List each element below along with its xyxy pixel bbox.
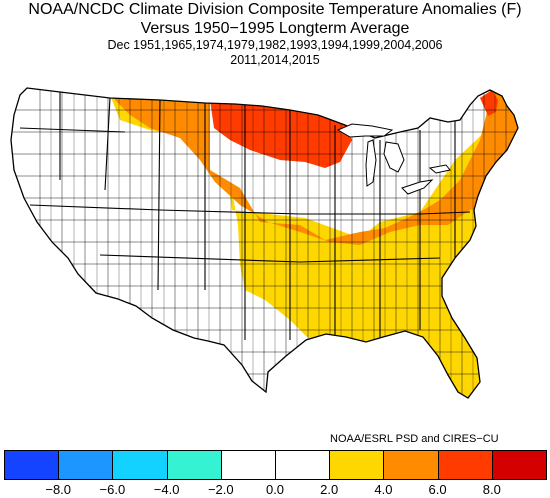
great-lakes (336, 123, 451, 195)
legend-swatch (491, 450, 548, 480)
division-grid (11, 88, 518, 398)
legend-tick-label: −6.0 (99, 482, 126, 497)
legend-swatch (4, 450, 60, 480)
legend-tick-label: −8.0 (45, 482, 72, 497)
lake-erie (401, 179, 434, 195)
lake-huron (383, 141, 405, 173)
legend-tick-label: 4.0 (374, 482, 393, 497)
legend-swatch (329, 450, 385, 480)
region-strong-new-england (480, 90, 498, 116)
legend-tick-label: −2.0 (207, 482, 234, 497)
lake-ontario (428, 164, 451, 174)
legend-tick-label: −4.0 (153, 482, 180, 497)
legend-tick-label: 8.0 (482, 482, 501, 497)
legend-swatch (58, 450, 114, 480)
legend-tick-label: 6.0 (428, 482, 447, 497)
us-climate-division-map (10, 87, 519, 399)
lake-michigan (365, 139, 377, 187)
legend-tick-labels: −8.0 −6.0 −4.0 −2.0 0.0 2.0 4.0 6.0 8.0 (0, 482, 550, 498)
legend-swatch (437, 450, 493, 480)
data-credit: NOAA/ESRL PSD and CIRES−CU (330, 433, 499, 445)
legend-swatch (220, 450, 277, 480)
lake-superior (336, 123, 394, 138)
legend-swatch (166, 450, 222, 480)
state-borders (19, 92, 471, 340)
composite-years-line1: Dec 1951,1965,1974,1979,1982,1993,1994,1… (107, 38, 443, 52)
color-scale-legend (4, 450, 548, 480)
legend-tick-label: 2.0 (320, 482, 339, 497)
map-subtitle: Versus 1950−1995 Longterm Average (140, 20, 410, 37)
map-title: NOAA/NCDC Climate Division Composite Tem… (28, 1, 522, 18)
legend-swatch (383, 450, 439, 480)
us-outline (10, 87, 519, 399)
composite-years-line2: 2011,2014,2015 (230, 53, 320, 67)
legend-tick-label: 0.0 (265, 482, 285, 497)
legend-swatch (275, 450, 331, 480)
title-block: NOAA/NCDC Climate Division Composite Tem… (0, 0, 550, 68)
legend-swatch (112, 450, 168, 480)
